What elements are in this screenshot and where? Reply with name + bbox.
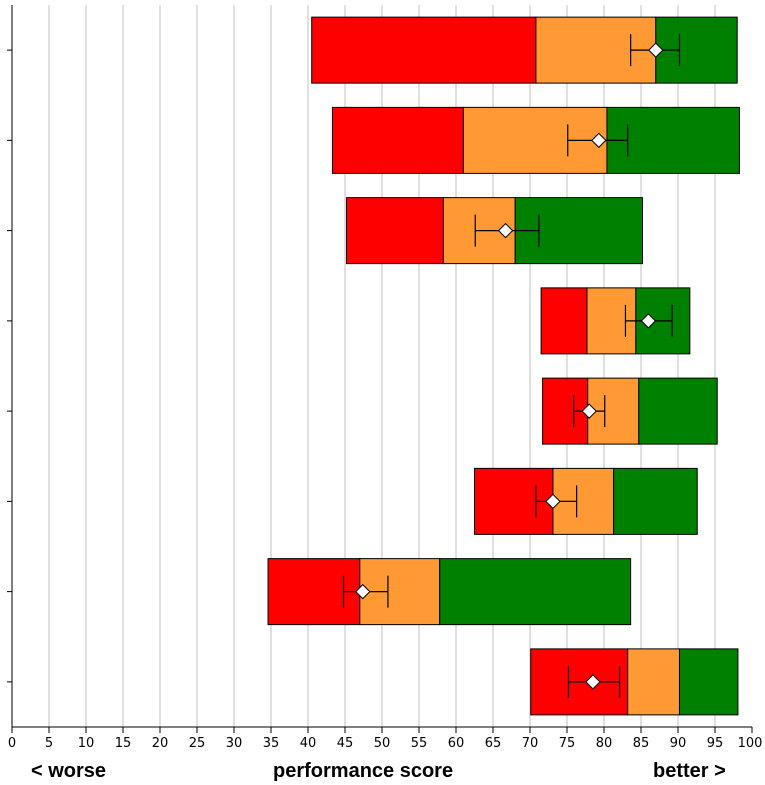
bars — [267, 16, 740, 716]
score-marker-7 — [355, 583, 371, 600]
score-markers — [355, 42, 664, 690]
x-tick-label-60: 60 — [448, 736, 465, 751]
x-tick-label-25: 25 — [189, 736, 206, 751]
bar-4-low — [540, 287, 588, 355]
x-tick-label-20: 20 — [152, 736, 169, 751]
tick-labels: 0 5 10 15 20 25 30 35 40 45 50 55 60 65 70 75 80 85 90 95 10… — [8, 736, 763, 751]
bar-2-high — [606, 106, 740, 174]
chart: 0 5 10 15 20 25 30 35 40 45 50 55 60 65 70 75 80 85 90 95 10… — [7, 5, 763, 751]
x-tick-label-45: 45 — [337, 736, 354, 751]
bar-5-high — [638, 377, 718, 445]
score-marker-6 — [545, 493, 561, 510]
x-tick-label-70: 70 — [522, 736, 539, 751]
score-marker-1 — [648, 42, 664, 58]
x-tick-label-95: 95 — [707, 736, 724, 751]
axes — [7, 5, 753, 733]
bar-8-mid — [627, 648, 680, 716]
score-marker-2 — [591, 132, 607, 149]
x-tick-label-50: 50 — [374, 736, 391, 751]
x-tick-label-75: 75 — [559, 736, 576, 751]
x-axis-label: performance score — [273, 760, 454, 782]
bar-1-low — [311, 16, 537, 84]
score-marker-3 — [497, 222, 514, 239]
x-tick-label-85: 85 — [633, 736, 650, 751]
x-tick-label-15: 15 — [115, 736, 132, 751]
x-tick-label-35: 35 — [263, 736, 280, 751]
score-marker-4 — [640, 313, 657, 329]
x-tick-label-10: 10 — [78, 736, 95, 751]
x-tick-label-30: 30 — [226, 736, 243, 751]
score-marker-8 — [585, 674, 601, 690]
bar-2-low — [331, 106, 464, 174]
x-tick-label-100: 100 — [738, 736, 763, 751]
better-annotation: better > — [653, 760, 726, 782]
x-tick-label-40: 40 — [300, 736, 317, 751]
x-tick-label-5: 5 — [45, 736, 53, 751]
score-marker-5 — [581, 403, 597, 419]
worse-annotation: < worse — [31, 760, 107, 782]
x-tick-label-0: 0 — [8, 736, 16, 751]
x-tick-label-90: 90 — [670, 736, 687, 751]
bar-3-low — [345, 197, 444, 265]
x-tick-label-55: 55 — [411, 736, 428, 751]
x-tick-label-80: 80 — [596, 736, 613, 751]
x-tick-label-65: 65 — [485, 736, 502, 751]
bar-8-high — [678, 648, 739, 716]
bar-7-high — [439, 558, 632, 626]
bar-6-high — [613, 467, 698, 535]
